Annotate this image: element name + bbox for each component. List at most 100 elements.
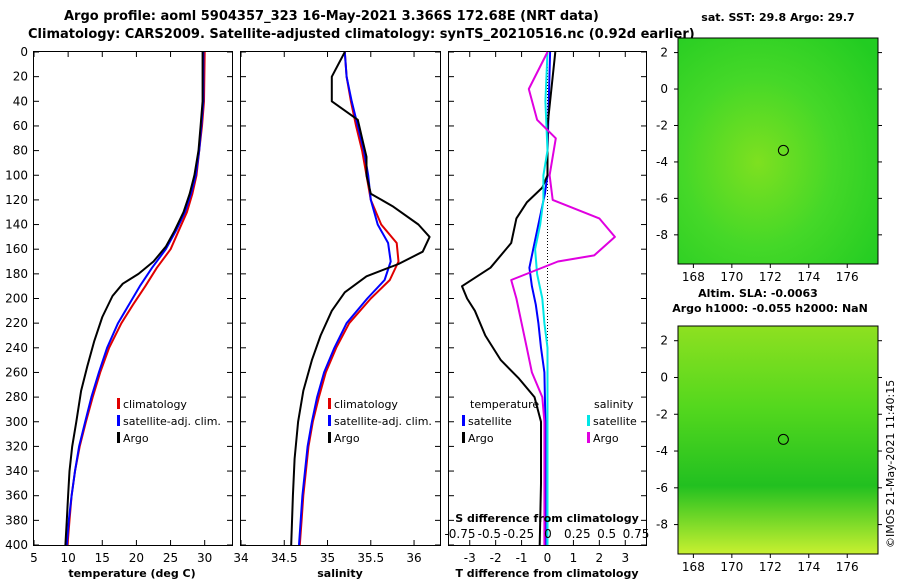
salinity-axes-frame xyxy=(240,51,441,546)
map-y-tick-label: -8 xyxy=(656,518,668,532)
temperature-lines xyxy=(64,51,206,546)
x-tick-label: -2 xyxy=(490,551,502,565)
salinity-ticks: 34 34.5 35 35.5 36 xyxy=(233,52,422,565)
legend-swatch-sal-argo xyxy=(587,432,590,443)
legend-swatch-argo xyxy=(328,432,331,443)
map-x-tick-label: 174 xyxy=(797,270,820,284)
legend-salinity-title: salinity xyxy=(594,398,634,411)
credit-text: ©IMOS 21-May-2021 11:40:15 xyxy=(884,380,897,548)
depth-tick-label: 160 xyxy=(5,242,28,256)
argo-location-marker xyxy=(777,144,789,156)
map-x-tick-label: 172 xyxy=(759,270,782,284)
legend-climatology: climatology xyxy=(123,398,187,411)
map-y-tick-label: -2 xyxy=(656,118,668,132)
s-diff-tick-label: -0.5 xyxy=(478,527,501,541)
x-tick-label: 34 xyxy=(233,551,248,565)
map-x-tick-label: 170 xyxy=(720,560,743,574)
x-tick-label: 35 xyxy=(320,551,335,565)
x-tick-label: 15 xyxy=(95,551,110,565)
map-x-tick-label: 172 xyxy=(759,560,782,574)
legend-temperature-title: temperature xyxy=(470,398,539,411)
depth-tick-label: 240 xyxy=(5,341,28,355)
temperature-legend: climatology satellite-adj. clim. Argo xyxy=(117,398,221,445)
depth-tick-label: 100 xyxy=(5,168,28,182)
depth-tick-label: 200 xyxy=(5,292,28,306)
map-x-tick-label: 170 xyxy=(720,270,743,284)
depth-tick-label: 320 xyxy=(5,439,28,453)
map-y-tick-label: -4 xyxy=(656,444,668,458)
legend-swatch-argo xyxy=(117,432,120,443)
series-line-satellite-adj-clim- xyxy=(65,52,205,546)
map-y-tick-label: -4 xyxy=(656,155,668,169)
sla-map-title-2: Argo h1000: -0.055 h2000: NaN xyxy=(672,302,868,315)
map-x-tick-label: 168 xyxy=(682,270,705,284)
sst-map-title: sat. SST: 29.8 Argo: 29.7 xyxy=(701,11,854,24)
legend-swatch-satellite xyxy=(328,415,331,426)
s-diff-tick-label: -0.75 xyxy=(444,527,475,541)
salinity-diff-ticks: -0.75 -0.5 -0.25 0 0.25 0.5 0.75 xyxy=(444,527,649,541)
s-diff-tick-label: 0 xyxy=(544,527,552,541)
salinity-panel: 34 34.5 35 35.5 36 salinity climatology sate… xyxy=(233,51,441,580)
x-tick-label: 3 xyxy=(621,551,629,565)
salinity-legend: climatology satellite-adj. clim. Argo xyxy=(328,398,432,445)
difference-panel: -3 -2 -1 0 1 2 3 T difference from climatology… xyxy=(444,51,649,580)
legend-sal-argo: Argo xyxy=(593,432,619,445)
x-tick-label: 1 xyxy=(570,551,578,565)
s-diff-tick-label: -0.25 xyxy=(503,527,534,541)
map-y-tick-label: 0 xyxy=(660,82,668,96)
title-line-2: Climatology: CARS2009. Satellite-adjuste… xyxy=(28,27,695,42)
series-line-salinity-argo xyxy=(510,51,616,545)
legend-swatch-temp-satellite xyxy=(462,415,465,426)
depth-tick-label: 180 xyxy=(5,267,28,281)
legend-satellite: satellite-adj. clim. xyxy=(123,415,221,428)
x-tick-label: 25 xyxy=(163,551,178,565)
x-tick-label: 35.5 xyxy=(357,551,384,565)
depth-tick-label: 360 xyxy=(5,489,28,503)
depth-tick-label: 340 xyxy=(5,464,28,478)
map-y-tick-label: 2 xyxy=(660,334,668,348)
depth-tick-label: 80 xyxy=(13,144,28,158)
legend-swatch-climatology xyxy=(328,398,331,409)
sst-map-ticks: 168 170 172 174 176 2 0 -2 -4 -6 -8 xyxy=(656,46,882,284)
x-tick-label: 36 xyxy=(406,551,421,565)
legend-swatch-temp-argo xyxy=(462,432,465,443)
depth-tick-label: 120 xyxy=(5,193,28,207)
map-x-tick-label: 176 xyxy=(836,270,859,284)
difference-ticks: -3 -2 -1 0 1 2 3 xyxy=(464,52,629,565)
x-tick-label: 0 xyxy=(544,551,552,565)
depth-tick-label: 220 xyxy=(5,316,28,330)
difference-lines xyxy=(461,51,616,546)
map-x-tick-label: 174 xyxy=(797,560,820,574)
legend-temp-satellite: satellite xyxy=(468,415,512,428)
legend-argo: Argo xyxy=(334,432,360,445)
series-line-climatology xyxy=(298,51,400,546)
series-line-temperature-argo xyxy=(461,51,557,546)
sla-map: Altim. SLA: -0.0063 Argo h1000: -0.055 h… xyxy=(656,287,882,574)
map-x-tick-label: 176 xyxy=(836,560,859,574)
depth-tick-label: 400 xyxy=(5,538,28,552)
sla-map-ticks: 168 170 172 174 176 2 0 -2 -4 -6 -8 xyxy=(656,334,882,574)
difference-axes-frame xyxy=(448,51,647,546)
salinity-lines xyxy=(290,51,431,546)
depth-tick-label: 60 xyxy=(13,119,28,133)
legend-swatch-climatology xyxy=(117,398,120,409)
legend-sal-satellite: satellite xyxy=(593,415,637,428)
depth-tick-label: 0 xyxy=(20,45,28,59)
x-tick-label: -1 xyxy=(516,551,528,565)
depth-tick-label: 40 xyxy=(13,94,28,108)
difference-legend: temperature satellite Argo salinity sate… xyxy=(462,398,637,445)
series-line-climatology xyxy=(66,51,206,546)
series-line-salinity-satellite xyxy=(534,51,549,545)
map-y-tick-label: -6 xyxy=(656,191,668,205)
temperature-xlabel: temperature (deg C) xyxy=(68,567,195,580)
depth-tick-label: 140 xyxy=(5,218,28,232)
temperature-axes-frame xyxy=(33,51,233,546)
map-y-tick-label: -6 xyxy=(656,481,668,495)
salinity-xlabel: salinity xyxy=(317,567,363,580)
x-tick-label: 34.5 xyxy=(271,551,298,565)
x-tick-label: -3 xyxy=(464,551,476,565)
map-y-tick-label: 2 xyxy=(660,46,668,60)
map-x-tick-label: 168 xyxy=(682,560,705,574)
x-tick-label: 10 xyxy=(60,551,75,565)
depth-axis: 0 20 40 60 80 100 120 140 160 180 200 220 240 260 280 3… xyxy=(5,45,646,552)
